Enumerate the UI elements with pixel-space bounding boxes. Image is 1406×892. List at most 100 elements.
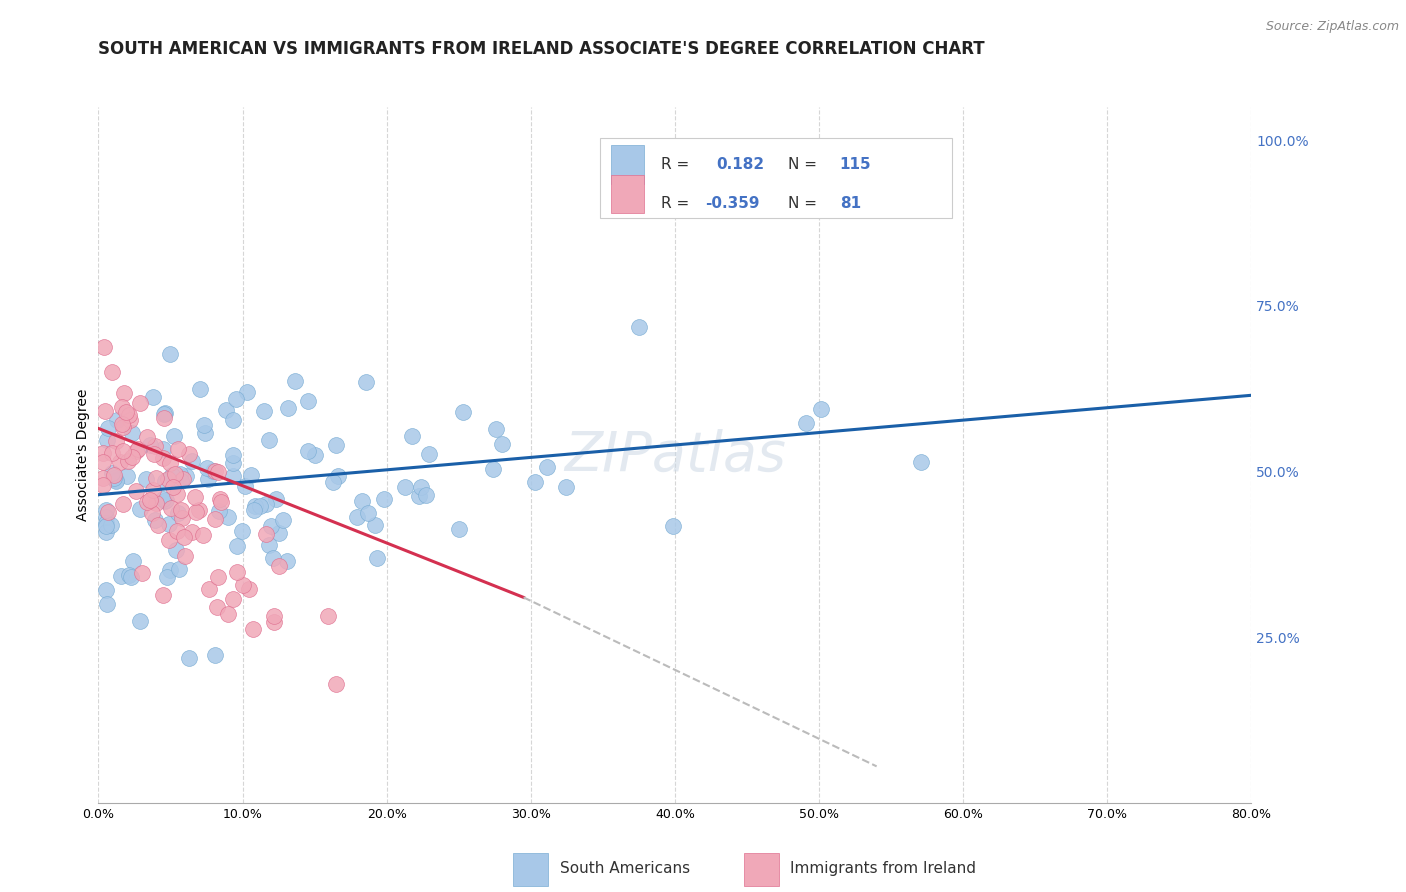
Point <box>128 502 150 516</box>
Point <box>127 442 149 457</box>
Point <box>94 510 117 524</box>
Point <box>120 413 142 427</box>
Point <box>810 401 832 416</box>
Point <box>153 408 176 422</box>
Point <box>142 447 165 461</box>
Point <box>111 420 134 434</box>
Point <box>157 517 180 532</box>
Point <box>222 456 245 470</box>
Point <box>326 469 349 483</box>
Point <box>208 491 231 506</box>
Point <box>484 422 506 436</box>
Point <box>201 465 224 479</box>
Point <box>238 582 260 596</box>
Bar <box>744 853 779 887</box>
Point <box>115 468 138 483</box>
Point <box>136 429 159 443</box>
Point <box>104 474 127 488</box>
Point <box>910 455 932 469</box>
Point <box>177 447 200 461</box>
Point <box>152 492 174 507</box>
Point <box>254 527 277 541</box>
Point <box>222 412 245 426</box>
Point <box>207 569 229 583</box>
Point <box>418 447 440 461</box>
Point <box>263 615 285 630</box>
Point <box>197 582 219 597</box>
Point <box>105 413 128 427</box>
Point <box>112 497 135 511</box>
Point <box>101 446 124 460</box>
Point <box>173 530 195 544</box>
Text: Source: ZipAtlas.com: Source: ZipAtlas.com <box>1265 20 1399 33</box>
Point <box>217 607 239 621</box>
Text: Immigrants from Ireland: Immigrants from Ireland <box>790 862 976 877</box>
Point <box>103 471 125 485</box>
Point <box>122 554 145 568</box>
Point <box>184 505 207 519</box>
Text: 81: 81 <box>839 195 860 211</box>
Point <box>233 479 256 493</box>
Point <box>91 471 114 485</box>
Point <box>259 519 281 533</box>
Point <box>174 549 197 563</box>
Point <box>129 614 152 628</box>
Point <box>152 442 174 457</box>
Point <box>524 475 547 489</box>
Point <box>96 597 118 611</box>
Point <box>284 374 307 388</box>
Point <box>350 493 373 508</box>
Point <box>325 438 347 452</box>
Text: SOUTH AMERICAN VS IMMIGRANTS FROM IRELAND ASSOCIATE'S DEGREE CORRELATION CHART: SOUTH AMERICAN VS IMMIGRANTS FROM IRELAN… <box>98 40 986 58</box>
Point <box>153 474 176 488</box>
Point <box>156 569 179 583</box>
Point <box>129 396 152 410</box>
Point <box>118 567 141 582</box>
Point <box>162 480 184 494</box>
Point <box>104 434 127 449</box>
Point <box>194 426 217 441</box>
Point <box>170 502 193 516</box>
Point <box>156 472 179 486</box>
Point <box>263 608 285 623</box>
Point <box>409 480 432 494</box>
Point <box>555 480 578 494</box>
Text: R =: R = <box>661 195 695 211</box>
Point <box>415 488 437 502</box>
Point <box>354 375 377 389</box>
Point <box>155 494 177 508</box>
Point <box>125 483 148 498</box>
Point <box>139 438 162 452</box>
Point <box>183 491 205 505</box>
Point <box>94 519 117 533</box>
Point <box>94 516 117 530</box>
Point <box>316 609 339 624</box>
Point <box>166 524 188 538</box>
Point <box>117 453 139 467</box>
Point <box>373 492 395 507</box>
Point <box>254 497 277 511</box>
Point <box>242 502 264 516</box>
Point <box>152 411 174 425</box>
Point <box>180 525 202 540</box>
Point <box>152 451 174 466</box>
Point <box>193 418 215 433</box>
Point <box>97 505 120 519</box>
Point <box>101 365 124 379</box>
Text: -0.359: -0.359 <box>704 195 759 211</box>
Point <box>131 566 153 581</box>
Point <box>159 456 181 470</box>
Point <box>94 582 117 597</box>
Point <box>264 491 287 506</box>
Point <box>481 462 503 476</box>
Point <box>204 464 226 478</box>
Point <box>166 442 188 457</box>
Point <box>253 403 276 417</box>
Point <box>357 506 380 520</box>
Point <box>491 436 513 450</box>
FancyBboxPatch shape <box>600 138 952 219</box>
Point <box>121 450 143 465</box>
Point <box>155 493 177 508</box>
Point <box>187 503 209 517</box>
Point <box>277 401 299 415</box>
